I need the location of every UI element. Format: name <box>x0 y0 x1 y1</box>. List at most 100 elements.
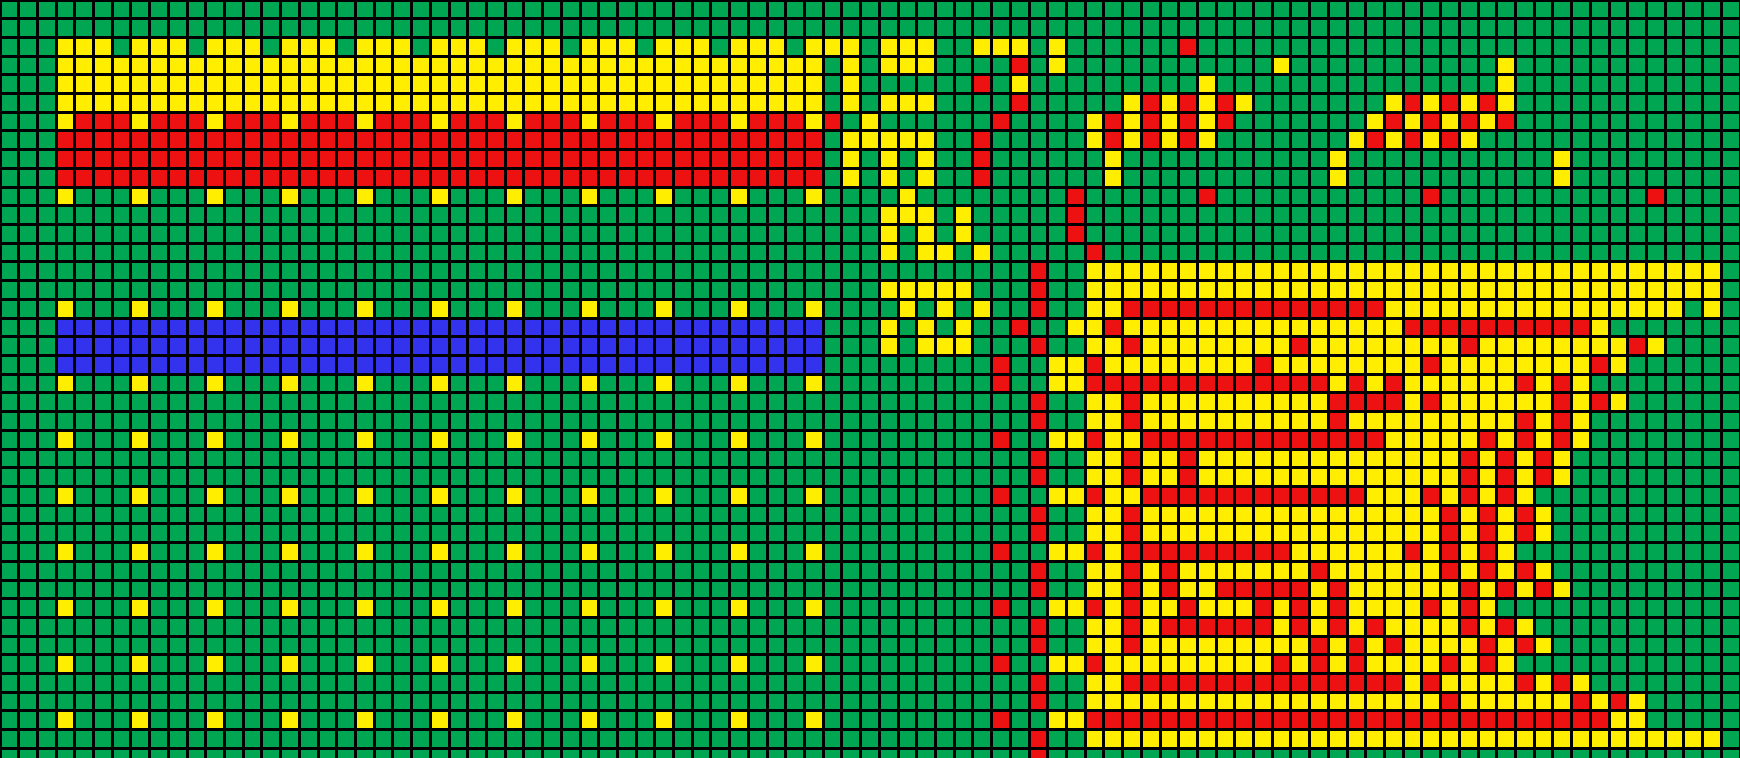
grid-cell[interactable] <box>749 618 766 635</box>
grid-cell[interactable] <box>880 562 897 579</box>
grid-cell[interactable] <box>188 76 205 93</box>
grid-cell[interactable] <box>1049 282 1065 298</box>
grid-cell[interactable] <box>1161 356 1178 373</box>
grid-cell[interactable] <box>675 431 691 448</box>
grid-cell[interactable] <box>693 282 710 298</box>
grid-cell[interactable] <box>544 282 560 298</box>
grid-cell[interactable] <box>1423 113 1440 130</box>
grid-cell[interactable] <box>1610 525 1627 542</box>
grid-cell[interactable] <box>356 20 373 36</box>
grid-cell[interactable] <box>862 656 878 673</box>
grid-cell[interactable] <box>749 263 766 280</box>
grid-cell[interactable] <box>525 731 542 747</box>
grid-cell[interactable] <box>1198 525 1215 542</box>
grid-cell[interactable] <box>1647 506 1664 523</box>
grid-cell[interactable] <box>1629 600 1645 616</box>
grid-cell[interactable] <box>1423 338 1440 354</box>
grid-cell[interactable] <box>151 338 167 354</box>
grid-cell[interactable] <box>824 57 841 74</box>
grid-cell[interactable] <box>749 731 766 747</box>
grid-cell[interactable] <box>469 394 485 411</box>
grid-cell[interactable] <box>506 356 523 373</box>
grid-cell[interactable] <box>1217 207 1234 223</box>
grid-cell[interactable] <box>712 169 729 186</box>
grid-cell[interactable] <box>1460 375 1477 392</box>
grid-cell[interactable] <box>1236 244 1253 261</box>
grid-cell[interactable] <box>618 1 635 18</box>
grid-cell[interactable] <box>1367 581 1384 598</box>
grid-cell[interactable] <box>955 226 972 242</box>
grid-cell[interactable] <box>207 413 223 429</box>
grid-cell[interactable] <box>356 282 373 298</box>
grid-cell[interactable] <box>1255 207 1271 223</box>
grid-cell[interactable] <box>487 469 504 485</box>
grid-cell[interactable] <box>637 413 654 429</box>
grid-cell[interactable] <box>843 487 860 504</box>
grid-cell[interactable] <box>487 506 504 523</box>
grid-cell[interactable] <box>95 1 111 18</box>
grid-cell[interactable] <box>1067 356 1084 373</box>
grid-cell[interactable] <box>113 95 130 111</box>
grid-cell[interactable] <box>1367 562 1384 579</box>
grid-cell[interactable] <box>95 95 111 111</box>
grid-cell[interactable] <box>1404 413 1421 429</box>
grid-cell[interactable] <box>1142 300 1159 317</box>
grid-cell[interactable] <box>1647 95 1664 111</box>
grid-cell[interactable] <box>1049 20 1065 36</box>
grid-cell[interactable] <box>1629 731 1645 747</box>
grid-cell[interactable] <box>1685 469 1702 485</box>
grid-cell[interactable] <box>618 749 635 758</box>
grid-cell[interactable] <box>1124 76 1140 93</box>
grid-cell[interactable] <box>1049 207 1065 223</box>
grid-cell[interactable] <box>824 244 841 261</box>
grid-cell[interactable] <box>319 581 336 598</box>
grid-cell[interactable] <box>862 300 878 317</box>
grid-cell[interactable] <box>76 618 93 635</box>
grid-cell[interactable] <box>151 394 167 411</box>
grid-cell[interactable] <box>656 600 673 616</box>
grid-cell[interactable] <box>1217 38 1234 55</box>
grid-cell[interactable] <box>188 20 205 36</box>
grid-cell[interactable] <box>899 188 916 205</box>
grid-cell[interactable] <box>843 413 860 429</box>
grid-cell[interactable] <box>506 637 523 654</box>
grid-cell[interactable] <box>1367 244 1384 261</box>
grid-cell[interactable] <box>207 20 223 36</box>
grid-cell[interactable] <box>1198 20 1215 36</box>
grid-cell[interactable] <box>1124 20 1140 36</box>
grid-cell[interactable] <box>1517 375 1533 392</box>
grid-cell[interactable] <box>618 207 635 223</box>
grid-cell[interactable] <box>375 151 392 167</box>
grid-cell[interactable] <box>937 338 953 354</box>
grid-cell[interactable] <box>1030 656 1047 673</box>
grid-cell[interactable] <box>1629 618 1645 635</box>
grid-cell[interactable] <box>356 394 373 411</box>
grid-cell[interactable] <box>1273 319 1290 336</box>
grid-cell[interactable] <box>1685 394 1702 411</box>
grid-cell[interactable] <box>899 244 916 261</box>
grid-cell[interactable] <box>918 749 934 758</box>
grid-cell[interactable] <box>862 38 878 55</box>
grid-cell[interactable] <box>1086 394 1103 411</box>
grid-cell[interactable] <box>1442 338 1458 354</box>
grid-cell[interactable] <box>843 169 860 186</box>
grid-cell[interactable] <box>862 207 878 223</box>
grid-cell[interactable] <box>95 38 111 55</box>
grid-cell[interactable] <box>1329 95 1346 111</box>
grid-cell[interactable] <box>76 431 93 448</box>
grid-cell[interactable] <box>562 356 579 373</box>
grid-cell[interactable] <box>749 1 766 18</box>
grid-cell[interactable] <box>1479 731 1496 747</box>
grid-cell[interactable] <box>618 656 635 673</box>
grid-cell[interactable] <box>38 618 55 635</box>
grid-cell[interactable] <box>300 413 317 429</box>
grid-cell[interactable] <box>20 244 36 261</box>
grid-cell[interactable] <box>1348 413 1365 429</box>
grid-cell[interactable] <box>1142 151 1159 167</box>
grid-cell[interactable] <box>1629 244 1645 261</box>
grid-cell[interactable] <box>1517 319 1533 336</box>
grid-cell[interactable] <box>1704 544 1720 560</box>
grid-cell[interactable] <box>1217 469 1234 485</box>
grid-cell[interactable] <box>1666 300 1683 317</box>
grid-cell[interactable] <box>1329 76 1346 93</box>
